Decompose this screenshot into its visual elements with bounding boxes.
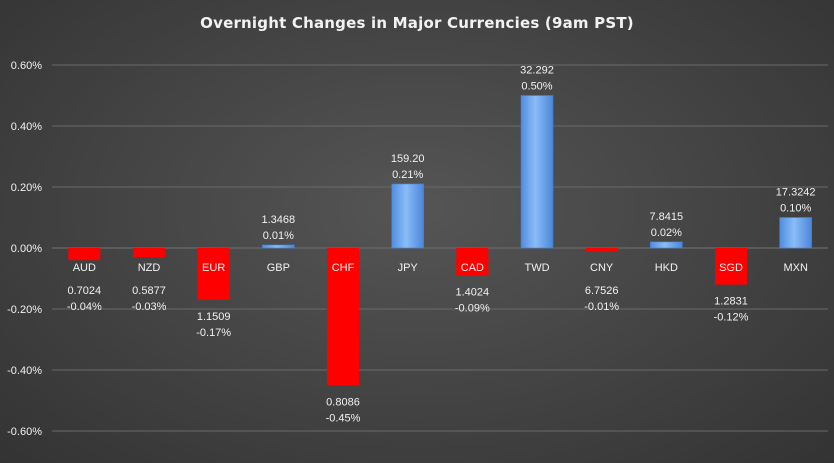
rate-label: 17.3242 xyxy=(776,187,816,199)
rate-label: 1.2831 xyxy=(714,296,748,308)
value-label: -0.03% xyxy=(132,301,167,313)
rate-label: 1.3468 xyxy=(262,214,296,226)
rate-label: 6.7526 xyxy=(585,285,619,297)
category-label: CAD xyxy=(461,262,484,274)
category-label: CNY xyxy=(590,262,614,274)
rate-label: 159.20 xyxy=(391,153,425,165)
y-tick-label: -0.40% xyxy=(7,365,42,377)
category-highlight xyxy=(715,258,747,276)
category-label: NZD xyxy=(138,262,161,274)
value-label: -0.04% xyxy=(67,301,102,313)
rate-label: 0.7024 xyxy=(68,285,102,297)
y-tick-label: 0.20% xyxy=(11,182,42,194)
y-tick-label: 0.00% xyxy=(11,243,42,255)
value-label: 0.02% xyxy=(651,227,682,239)
bar-gbp xyxy=(262,244,295,249)
value-label: 0.21% xyxy=(392,169,423,181)
bar-twd xyxy=(520,95,554,249)
category-highlight xyxy=(197,258,230,276)
y-tick-label: -0.20% xyxy=(7,304,42,316)
category-highlight xyxy=(456,258,489,276)
bar-mxn xyxy=(779,217,812,249)
bar-jpy xyxy=(391,183,424,249)
rate-label: 1.1509 xyxy=(197,311,231,323)
value-label: -0.12% xyxy=(714,312,749,324)
category-label: AUD xyxy=(73,262,96,274)
category-label: EUR xyxy=(202,262,225,274)
category-label: JPY xyxy=(398,262,419,274)
value-label: 0.50% xyxy=(521,81,552,93)
bar-nzd xyxy=(133,248,165,258)
category-highlight xyxy=(327,258,359,276)
rate-label: 0.8086 xyxy=(326,396,360,408)
bar-hkd xyxy=(650,241,683,249)
value-label: -0.09% xyxy=(455,302,490,314)
rate-label: 7.8415 xyxy=(650,211,684,223)
value-label: 0.10% xyxy=(780,203,811,215)
category-label: SGD xyxy=(719,262,743,274)
y-tick-label: 0.60% xyxy=(11,60,42,72)
bar-cny xyxy=(585,248,618,252)
rate-label: 32.292 xyxy=(520,65,554,77)
value-label: -0.17% xyxy=(196,327,231,339)
rate-label: 0.5877 xyxy=(132,285,166,297)
chart-title: Overnight Changes in Major Currencies (9… xyxy=(200,14,634,32)
category-label: HKD xyxy=(655,262,678,274)
category-label: TWD xyxy=(524,262,549,274)
value-label: 0.01% xyxy=(263,230,294,242)
y-tick-label: -0.60% xyxy=(7,426,42,438)
rate-label: 1.4024 xyxy=(456,286,490,298)
category-label: GBP xyxy=(267,262,290,274)
bar-aud xyxy=(68,248,101,261)
category-label: MXN xyxy=(783,262,808,274)
value-label: -0.45% xyxy=(326,412,361,424)
category-label: CHF xyxy=(332,262,355,274)
y-tick-label: 0.40% xyxy=(11,121,42,133)
value-label: -0.01% xyxy=(584,301,619,313)
